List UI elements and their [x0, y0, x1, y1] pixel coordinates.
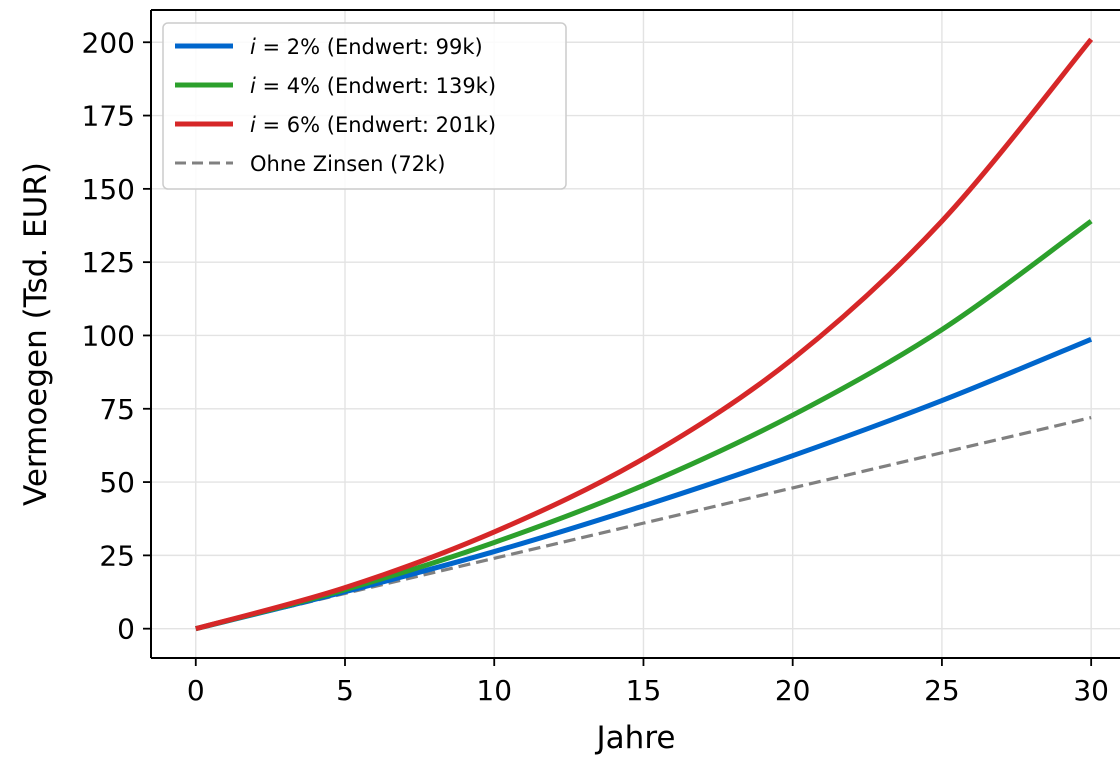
legend-label-1: i = 4% (Endwert: 139k) [250, 74, 496, 98]
y-tick-label: 0 [117, 613, 135, 646]
legend-label-3: Ohne Zinsen (72k) [250, 152, 445, 176]
series-lines [195, 37, 1094, 632]
x-tick-label: 15 [626, 674, 662, 707]
y-tick-label: 75 [99, 393, 135, 426]
x-tick-label: 10 [476, 674, 512, 707]
legend-label-2: i = 6% (Endwert: 201k) [250, 113, 496, 137]
y-tick-label: 200 [82, 26, 135, 59]
y-tick-label: 150 [82, 173, 135, 206]
y-axis-label: Vermoegen (Tsd. EUR) [18, 162, 54, 506]
legend-box [162, 22, 567, 190]
x-tick-label: 30 [1073, 674, 1109, 707]
x-tick-label: 20 [775, 674, 811, 707]
series-line-2 [195, 37, 1094, 632]
ticks: 0 5 10 15 20 25 30 0 25 50 75 100 125 150 175 200 [82, 26, 1109, 707]
x-tick-label: 25 [924, 674, 960, 707]
x-tick-label: 0 [187, 674, 205, 707]
legend: i = 2% (Endwert: 99k) i = 4% (Endwert: 13… [162, 22, 567, 190]
y-tick-label: 100 [82, 319, 135, 352]
y-tick-label: 50 [99, 466, 135, 499]
y-tick-label: 25 [99, 539, 135, 572]
x-axis-label: Jahre [595, 720, 676, 756]
x-tick-label: 5 [336, 674, 354, 707]
y-tick-label: 125 [82, 246, 135, 279]
legend-label-0: i = 2% (Endwert: 99k) [250, 35, 483, 59]
y-tick-label: 175 [82, 100, 135, 133]
axes [150, 9, 1120, 659]
